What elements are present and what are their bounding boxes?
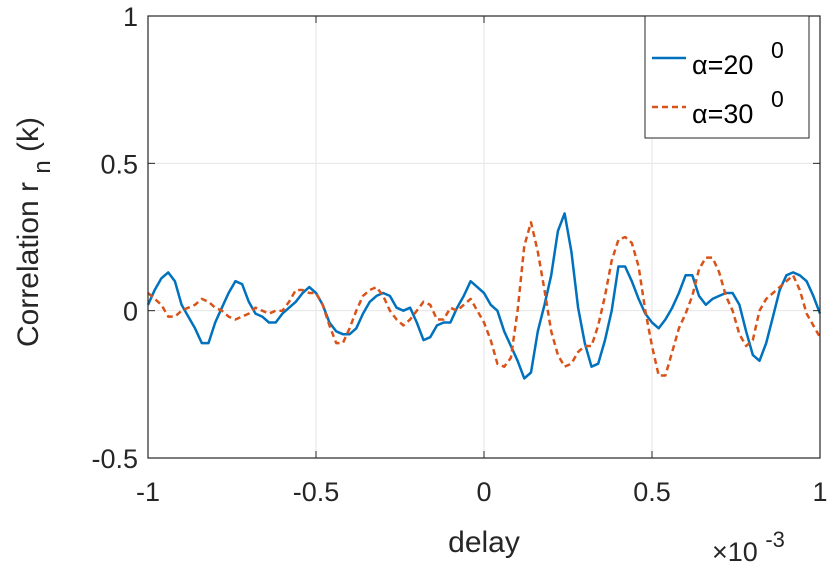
legend: α=20 0 α=30 0 bbox=[644, 15, 810, 139]
series-lines bbox=[146, 212, 822, 380]
legend-label-alpha20-text: α=20 bbox=[692, 50, 753, 80]
y-tick-label: 1 bbox=[123, 2, 138, 32]
legend-label-alpha20: α=20 0 bbox=[692, 37, 784, 80]
legend-label-alpha30-text: α=30 bbox=[692, 99, 753, 129]
x-tick-label: 0 bbox=[476, 477, 491, 507]
y-tick-label: -0.5 bbox=[91, 444, 138, 474]
axis-ticks: -1 -0.5 0 0.5 1-0.500.51 bbox=[91, 2, 827, 507]
y-tick-label: 0 bbox=[123, 297, 138, 327]
legend-label-alpha30: α=30 0 bbox=[692, 86, 784, 129]
series-line-2 bbox=[147, 221, 822, 377]
series-line-1 bbox=[146, 212, 822, 380]
legend-label-alpha20-sup: 0 bbox=[771, 37, 784, 63]
x-axis-exponent: ×10 -3 bbox=[712, 527, 785, 566]
x-exponent-base: ×10 bbox=[712, 537, 758, 566]
legend-box bbox=[644, 15, 810, 139]
y-label-tail: (k) bbox=[12, 117, 45, 152]
legend-label-alpha30-sup: 0 bbox=[771, 86, 784, 112]
x-axis-label: delay bbox=[448, 526, 520, 559]
y-tick-label: 0.5 bbox=[100, 149, 138, 179]
y-label-main: Correlation r bbox=[12, 182, 45, 347]
x-exponent-power: -3 bbox=[765, 527, 785, 552]
x-tick-label: 1 bbox=[812, 477, 827, 507]
y-axis-label: Correlation r n (k) bbox=[12, 117, 57, 347]
x-tick-label: 0.5 bbox=[633, 477, 671, 507]
x-tick-label: -1 bbox=[136, 477, 160, 507]
y-label-subscript: n bbox=[29, 160, 56, 173]
x-tick-label: -0.5 bbox=[293, 477, 340, 507]
